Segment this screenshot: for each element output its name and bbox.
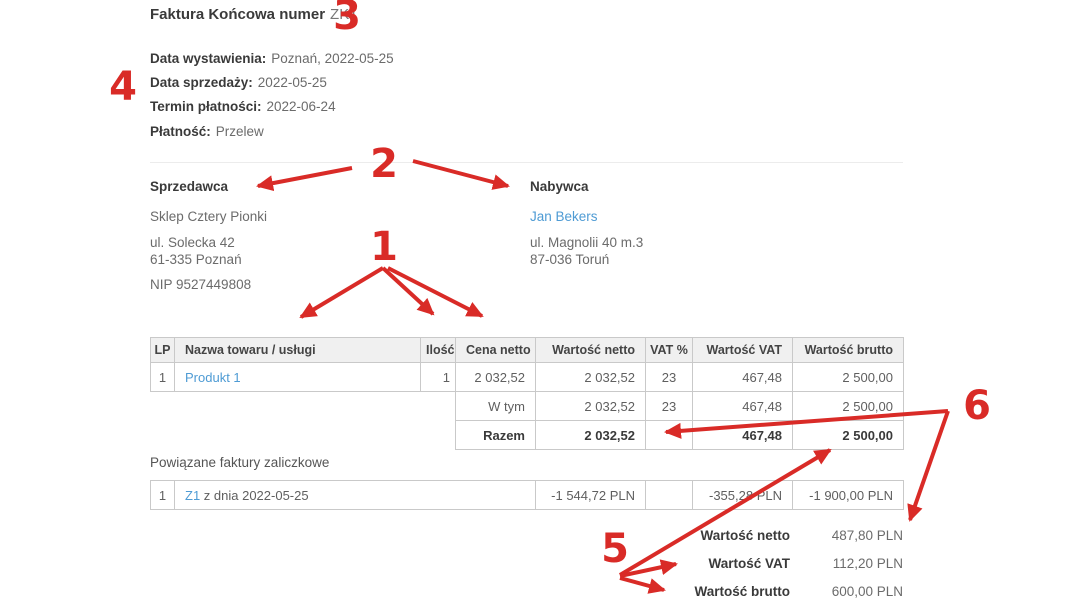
razem-gross: 2 500,00 — [792, 420, 904, 450]
annotation-5: 5 — [601, 526, 629, 572]
summary-vat-label: Wartość VAT — [708, 555, 790, 571]
items-header-row: LP Nazwa towaru / usługi Ilość Cena nett… — [150, 337, 904, 363]
invoice-meta: Data wystawienia: Poznań, 2022-05-25 Data… — [150, 47, 394, 144]
annotation-2: 2 — [370, 141, 398, 187]
totals-summary: Wartość netto 487,80 PLN Wartość VAT 112… — [540, 521, 904, 605]
meta-due-date: Termin płatności: 2022-06-24 — [150, 95, 394, 119]
summary-vat-value: 112,20 PLN — [832, 555, 903, 571]
invoice-number: ZK1 — [330, 6, 358, 23]
item-unit-net: 2 032,52 — [455, 362, 536, 392]
meta-payment: Płatność: Przelew — [150, 120, 394, 144]
product-link[interactable]: Produkt 1 — [185, 369, 241, 385]
col-qty: Ilość — [420, 337, 456, 363]
summary-vat-row: Wartość VAT 112,20 PLN — [540, 549, 903, 577]
meta-payment-label: Płatność: — [150, 123, 211, 139]
w-tym-net: 2 032,52 — [535, 391, 646, 421]
advance-net: -1 544,72 PLN — [535, 480, 646, 510]
razem-label: Razem — [455, 420, 536, 450]
col-unit-net: Cena netto — [455, 337, 536, 363]
advance-lp: 1 — [150, 480, 175, 510]
meta-sale-date: Data sprzedaży: 2022-05-25 — [150, 71, 394, 95]
items-table: LP Nazwa towaru / usługi Ilość Cena nett… — [150, 337, 904, 392]
w-tym-vat: 467,48 — [692, 391, 793, 421]
item-net: 2 032,52 — [535, 362, 646, 392]
advance-name-rest: z dnia 2022-05-25 — [200, 487, 309, 503]
col-vat-rate: VAT % — [645, 337, 693, 363]
summary-gross-value: 600,00 PLN — [831, 583, 903, 599]
razem-vat: 467,48 — [692, 420, 793, 450]
item-lp: 1 — [150, 362, 175, 392]
seller-address-line1: ul. Solecka 42 — [150, 235, 235, 250]
meta-due-label: Termin płatności: — [150, 99, 262, 115]
section-divider — [150, 162, 903, 163]
advance-invoices-table: 1 Z1 z dnia 2022-05-25 -1 544,72 PLN -35… — [150, 480, 904, 510]
buyer-heading: Nabywca — [530, 179, 589, 194]
seller-address-line2: 61-335 Poznań — [150, 252, 242, 267]
col-net: Wartość netto — [535, 337, 646, 363]
buyer-address-line2: 87-036 Toruń — [530, 252, 610, 267]
seller-nip: NIP 9527449808 — [150, 277, 252, 292]
advance-vat: -355,28 PLN — [692, 480, 793, 510]
advance-invoices-heading: Powiązane faktury zaliczkowe — [150, 455, 330, 470]
item-gross: 2 500,00 — [792, 362, 904, 392]
item-vat: 467,48 — [692, 362, 793, 392]
annotation-4: 4 — [109, 64, 137, 110]
razem-net: 2 032,52 — [535, 420, 646, 450]
summary-net-value: 487,80 PLN — [831, 527, 903, 543]
meta-payment-value: Przelew — [215, 123, 264, 139]
meta-sale-value: 2022-05-25 — [257, 75, 327, 91]
advance-name-cell: Z1 z dnia 2022-05-25 — [174, 480, 536, 510]
item-qty: 1 — [420, 362, 456, 392]
buyer-name-link[interactable]: Jan Bekers — [530, 209, 598, 224]
invoice-title-text: Faktura Końcowa numer — [150, 6, 326, 23]
summary-gross-row: Wartość brutto 600,00 PLN — [540, 577, 904, 605]
seller-name: Sklep Cztery Pionki — [150, 209, 268, 224]
buyer-address-line1: ul. Magnolii 40 m.3 — [530, 235, 644, 250]
w-tym-gross: 2 500,00 — [792, 391, 904, 421]
item-cell: Produkt 1 — [174, 362, 421, 392]
advance-invoices-wrap: 1 Z1 z dnia 2022-05-25 -1 544,72 PLN -35… — [150, 480, 904, 510]
annotation-3: 3 — [333, 0, 361, 39]
meta-issue-label: Data wystawienia: — [150, 51, 267, 66]
razem-row: Razem 2 032,52 467,48 2 500,00 — [455, 420, 904, 450]
advance-row: 1 Z1 z dnia 2022-05-25 -1 544,72 PLN -35… — [150, 480, 904, 510]
items-table-wrap: LP Nazwa towaru / usługi Ilość Cena nett… — [150, 337, 904, 450]
meta-sale-label: Data sprzedaży: — [150, 75, 253, 91]
summary-gross-label: Wartość brutto — [694, 583, 791, 599]
col-vat: Wartość VAT — [692, 337, 793, 363]
page-title: Faktura Końcowa numer ZK1 — [150, 6, 358, 23]
item-row: 1 Produkt 1 1 2 032,52 2 032,52 23 467,4… — [150, 362, 904, 392]
advance-empty-cell — [645, 480, 693, 510]
col-name: Nazwa towaru / usługi — [174, 337, 421, 363]
meta-due-value: 2022-06-24 — [266, 99, 336, 115]
w-tym-vat-rate: 23 — [645, 391, 693, 421]
razem-vat-rate — [645, 420, 693, 450]
item-vat-rate: 23 — [645, 362, 693, 392]
advance-gross: -1 900,00 PLN — [792, 480, 904, 510]
summary-net-row: Wartość netto 487,80 PLN — [540, 521, 903, 549]
col-lp: LP — [150, 337, 175, 363]
annotation-6: 6 — [963, 383, 991, 429]
totals-subtable: W tym 2 032,52 23 467,48 2 500,00 Razem … — [455, 391, 904, 450]
w-tym-label: W tym — [455, 391, 536, 421]
meta-issue-date: Data wystawienia: Poznań, 2022-05-25 — [150, 47, 394, 71]
col-gross: Wartość brutto — [792, 337, 904, 363]
advance-invoice-link[interactable]: Z1 — [185, 487, 201, 503]
summary-net-label: Wartość netto — [700, 527, 790, 543]
meta-issue-value: Poznań, 2022-05-25 — [271, 51, 394, 66]
w-tym-row: W tym 2 032,52 23 467,48 2 500,00 — [455, 391, 904, 421]
annotation-1: 1 — [370, 224, 398, 270]
seller-heading: Sprzedawca — [150, 179, 229, 194]
